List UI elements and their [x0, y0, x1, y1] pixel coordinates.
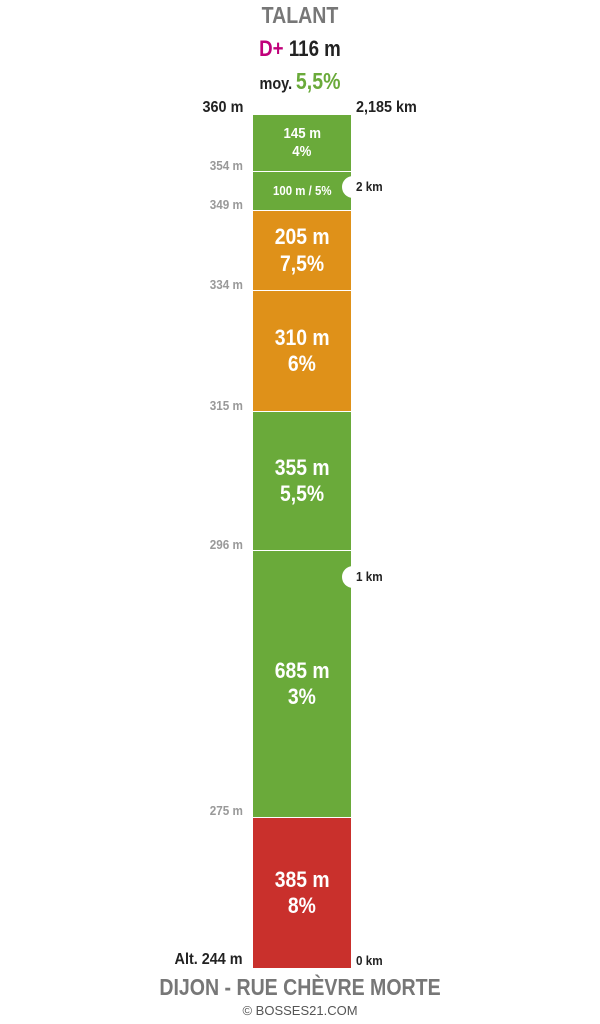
elevation-gain: D+ 116 m — [45, 36, 555, 62]
elevation-gain-value: 116 m — [288, 36, 341, 61]
average-grade-label: moy. — [259, 74, 293, 93]
segment-6: 685 m 3% — [253, 551, 351, 818]
segment-grade: 3% — [288, 684, 316, 709]
altitude-label: 354 m — [209, 158, 243, 173]
altitude-label: 334 m — [209, 277, 243, 292]
altitude-label: 275 m — [209, 803, 243, 818]
segment-grade: 4% — [292, 143, 312, 160]
segment-grade: 8% — [288, 893, 316, 918]
elevation-gain-label: D+ — [259, 36, 284, 61]
average-grade: moy. 5,5% — [45, 68, 555, 95]
distance-label: 2 km — [356, 179, 383, 194]
distance-label: 0 km — [356, 953, 383, 968]
segment-grade: 7,5% — [279, 250, 325, 276]
segment-length: 310 m — [274, 324, 330, 350]
segment-length: 145 m — [283, 125, 321, 142]
segment-grade: 5,5% — [279, 481, 325, 506]
segment-5: 355 m 5,5% — [253, 412, 351, 551]
segment-length: 355 m — [274, 454, 330, 480]
segment-length: 205 m — [274, 224, 330, 250]
credit-text: © BOSSES21.COM — [242, 1003, 358, 1018]
segment-length-grade: 100 m / 5% — [272, 183, 332, 199]
altitude-label: 315 m — [209, 398, 243, 413]
segment-2: 100 m / 5% — [253, 172, 351, 211]
segment-1: 145 m 4% — [253, 115, 351, 172]
segment-3: 205 m 7,5% — [253, 211, 351, 291]
altitude-label: 349 m — [209, 197, 243, 212]
distance-label: 2,185 km — [356, 99, 417, 116]
segment-4: 310 m 6% — [253, 291, 351, 412]
average-grade-value: 5,5% — [295, 68, 341, 94]
segment-grade: 6% — [288, 351, 316, 376]
altitude-label: 360 m — [202, 99, 243, 116]
altitude-label: Alt. 244 m — [174, 951, 243, 968]
altitude-label: 296 m — [209, 537, 243, 552]
segment-length: 685 m — [274, 657, 330, 683]
km-marker-notch — [342, 176, 358, 198]
segment-7: 385 m 8% — [253, 818, 351, 968]
km-marker-notch — [342, 566, 358, 588]
climb-title: TALANT — [261, 2, 339, 28]
distance-label: 1 km — [356, 569, 383, 584]
segment-length: 385 m — [274, 866, 330, 892]
location-title: DIJON - RUE CHÈVRE MORTE — [159, 974, 441, 1000]
